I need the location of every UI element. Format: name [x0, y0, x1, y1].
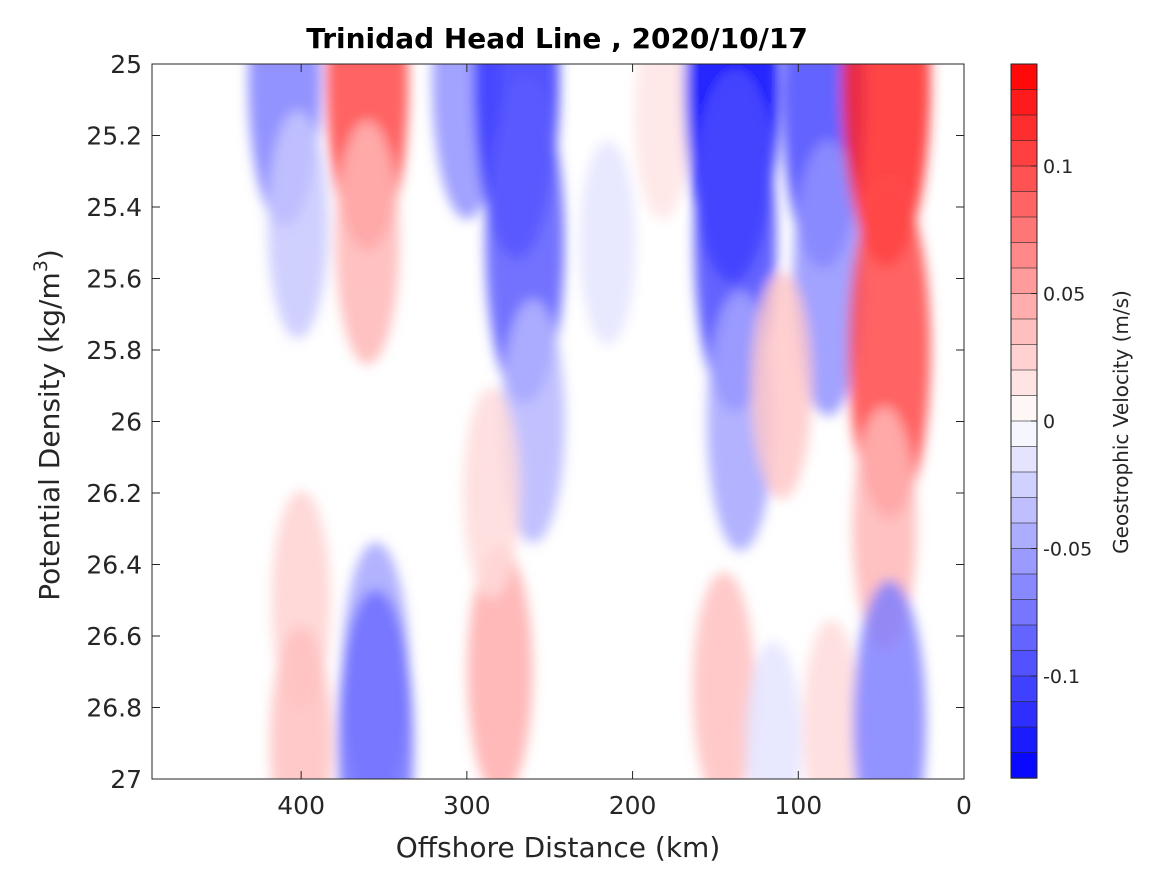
y-tick-label: 25.6 [86, 265, 142, 294]
colorbar-level [1010, 548, 1038, 575]
contour-feature-14 [793, 141, 863, 416]
y-tick-label: 25.8 [86, 336, 142, 365]
colorbar-level [1010, 293, 1038, 320]
x-tick-label: 0 [956, 791, 972, 820]
x-axis: 400 300 200 100 0 [277, 64, 972, 820]
y-axis-title: Potential Density (kg/m3) [30, 249, 66, 601]
colorbar-level [1010, 369, 1038, 397]
colorbar-level [1010, 471, 1038, 499]
colorbar-level [1010, 573, 1038, 601]
colorbar-level [1010, 267, 1038, 295]
y-tick-label: 26.6 [86, 622, 142, 651]
contour-feature-26 [745, 641, 802, 779]
x-axis-title: Offshore Distance (km) [396, 831, 721, 864]
chart-title: Trinidad Head Line , 2020/10/17 [306, 22, 808, 55]
colorbar-level [1010, 701, 1038, 728]
contour-layer [248, 64, 931, 779]
colorbar-level [1010, 242, 1038, 269]
y-tick-label: 27 [110, 765, 142, 794]
colorbar-level [1010, 420, 1038, 448]
y-tick-label: 25.2 [86, 122, 142, 151]
x-tick-label: 400 [277, 791, 325, 820]
colorbar-level [1010, 344, 1038, 371]
contour-feature-9 [634, 64, 691, 220]
x-tick-label: 300 [443, 791, 491, 820]
colorbar-tick-label: -0.1 [1043, 666, 1080, 688]
colorbar-tick-label: 0 [1043, 411, 1055, 433]
colorbar-level [1010, 114, 1038, 142]
colorbar-level [1010, 599, 1038, 626]
y-tick-label: 26.2 [86, 479, 142, 508]
y-tick-label: 25.4 [86, 193, 142, 222]
contour-feature-3 [335, 121, 400, 365]
colorbar: 0.1 0.05 0 -0.05 -0.1 [1010, 63, 1092, 779]
contour-feature-25 [692, 572, 755, 779]
x-tick-label: 200 [609, 791, 657, 820]
contour-feature-28 [852, 580, 926, 779]
colorbar-level [1010, 675, 1038, 703]
y-axis: 25 25.2 25.4 25.6 25.8 26 26.2 26.4 26.6 26.8 27 [86, 50, 964, 794]
colorbar-level [1010, 63, 1038, 91]
colorbar-tick-label: 0.05 [1043, 284, 1085, 306]
contour-feature-24 [463, 387, 521, 599]
y-tick-label: 26.4 [86, 551, 142, 580]
colorbar-level [1010, 650, 1038, 677]
contour-feature-15 [751, 272, 812, 500]
colorbar-level [1010, 165, 1038, 193]
colorbar-level [1010, 140, 1038, 167]
colorbar-level [1010, 395, 1038, 422]
colorbar-level [1010, 89, 1038, 116]
y-axis-title-close: ) [33, 249, 66, 260]
colorbar-level [1010, 446, 1038, 473]
colorbar-level [1010, 752, 1038, 779]
colorbar-level [1010, 497, 1038, 524]
colorbar-level [1010, 624, 1038, 652]
colorbar-title: Geostrophic Velocity (m/s) [1109, 290, 1133, 554]
colorbar-level [1010, 522, 1038, 550]
contour-feature-1 [267, 111, 328, 339]
colorbar-tick-label: 0.1 [1043, 156, 1073, 178]
colorbar-tick-label: -0.05 [1043, 539, 1092, 561]
y-tick-label: 26.8 [86, 694, 142, 723]
y-tick-label: 25 [110, 50, 142, 79]
contour-feature-8 [579, 140, 636, 345]
y-axis-title-superscript: 3 [30, 260, 52, 272]
colorbar-level [1010, 216, 1038, 244]
contour-feature-20 [270, 625, 333, 779]
x-tick-label: 100 [774, 791, 822, 820]
contour-feature-23 [467, 546, 533, 779]
contour-feature-22 [337, 590, 414, 779]
contour-feature-27 [802, 619, 860, 779]
contour-fill-group [248, 64, 931, 779]
y-axis-title-text: Potential Density (kg/m [33, 272, 66, 601]
y-tick-label: 26 [110, 408, 142, 437]
colorbar-level [1010, 191, 1038, 218]
colorbar-level [1010, 318, 1038, 346]
colorbar-level [1010, 726, 1038, 754]
